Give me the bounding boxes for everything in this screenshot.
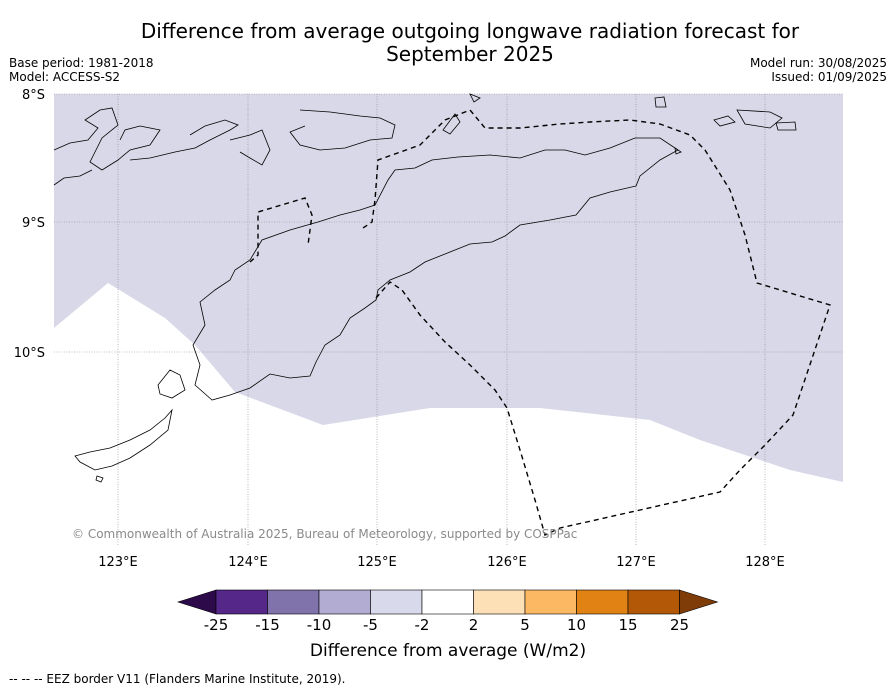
map-title: Difference from average outgoing longwav… (100, 20, 840, 66)
lat-label-8s: 8°S (22, 88, 45, 103)
map-figure: 8°S 9°S 10°S 123°E 124°E 125°E 126°E 127… (14, 88, 843, 634)
colorbar-tick-label: 5 (520, 616, 530, 634)
colorbar-box (473, 589, 526, 615)
colorbar-label: Difference from average (W/m2) (309, 641, 587, 661)
colorbar-tick-label: -25 (204, 616, 229, 634)
meta-right: Model run: 30/08/2025 Issued: 01/09/2025 (750, 56, 887, 84)
colorbar-box (524, 589, 577, 615)
colorbar-box (576, 589, 629, 615)
coastline-north-islands (53, 107, 396, 186)
lon-label-123e: 123°E (98, 555, 138, 570)
base-period: Base period: 1981-2018 (9, 56, 154, 70)
title-line-2: September 2025 (386, 42, 554, 66)
lon-label-127e: 127°E (616, 555, 656, 570)
colorbar-tick-label: -15 (255, 616, 280, 634)
gridlines (54, 93, 843, 546)
title-line-1: Difference from average outgoing longwav… (140, 19, 800, 43)
lon-label-125e: 125°E (357, 555, 397, 570)
eez-legend-note: -- -- -- EEZ border V11 (Flanders Marine… (9, 672, 346, 686)
issued-date: Issued: 01/09/2025 (771, 70, 887, 84)
colorbar-box (267, 589, 320, 615)
eez-border-main (359, 109, 831, 536)
axis-labels: 8°S 9°S 10°S 123°E 124°E 125°E 126°E 127… (14, 88, 785, 570)
colorbar-box (627, 589, 680, 615)
lon-label-124e: 124°E (228, 555, 268, 570)
colorbar-box (370, 589, 423, 615)
colorbar-extend-high (679, 589, 719, 615)
colorbar-tick-label: 25 (670, 616, 689, 634)
copyright-notice: © Commonwealth of Australia 2025, Bureau… (72, 527, 577, 541)
colorbar-tick-label: 2 (469, 616, 479, 634)
coastline-north-islands-2 (442, 93, 797, 155)
eez-border-west (249, 197, 313, 263)
model-name: Model: ACCESS-S2 (9, 70, 121, 84)
lon-label-128e: 128°E (745, 555, 785, 570)
colorbar-tick-label: -2 (415, 616, 430, 634)
colorbar-extend-low (177, 589, 217, 615)
colorbar-box (421, 589, 474, 615)
colorbar-tick-label: 10 (567, 616, 586, 634)
coastlines (53, 93, 797, 483)
colorbar-tick-label: -10 (307, 616, 332, 634)
lat-label-10s: 10°S (14, 346, 45, 361)
colorbar-box (215, 589, 268, 615)
colorbar-tick-label: -5 (363, 616, 378, 634)
colorbar-tick-label: 15 (618, 616, 637, 634)
anomaly-shading-region (54, 94, 843, 482)
model-run: Model run: 30/08/2025 (749, 56, 887, 70)
lon-label-126e: 126°E (487, 555, 527, 570)
colorbar: -25 -15 -10 -5 -2 2 5 10 15 25 (177, 589, 719, 634)
meta-left: Base period: 1981-2018 Model: ACCESS-S2 (9, 56, 154, 84)
coastline-rote (74, 369, 186, 483)
coastline-timor (192, 137, 679, 401)
lat-label-9s: 9°S (22, 216, 45, 231)
eez-border (249, 109, 831, 536)
colorbar-box (318, 589, 371, 615)
